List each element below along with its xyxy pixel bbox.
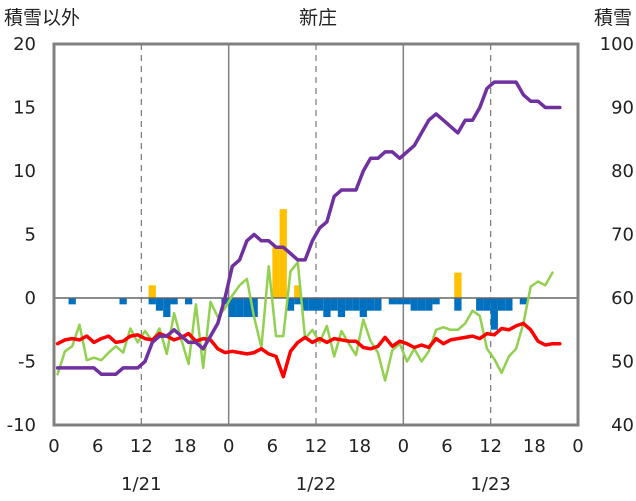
x-tick-label: 6 [267,436,278,457]
depth_change-bar [119,298,127,305]
snowfall-bar [294,285,302,298]
depth_change-bar [308,298,316,311]
depth_change-bar [432,298,440,305]
right-tick-label: 40 [611,415,634,436]
left-axis-ticks: -10 -5 0 5 10 15 20 [7,34,36,436]
left-tick-label: -10 [7,415,36,436]
x-tick-label: 12 [305,436,328,457]
left-axis-label: 積雪以外 [4,7,80,29]
depth_change-bar [345,298,353,311]
depth_change-bar [148,298,156,305]
depth_change-bar [425,298,433,311]
x-tick-label: 6 [92,436,103,457]
x-tick-label: 0 [572,436,583,457]
date-labels: 1/21 1/22 1/23 [121,474,511,495]
depth_change-bar [170,298,178,305]
plot-frame [52,42,580,427]
depth_change-bar [497,298,506,311]
line-series [55,80,562,382]
snow_depth-line [55,80,562,376]
left-tick-label: 20 [13,34,36,55]
depth_change-bar [323,298,331,318]
date-label: 1/21 [121,474,161,495]
left-tick-label: 5 [25,225,36,246]
depth_change-bar [316,298,324,311]
depth_change-bar [352,298,360,311]
depth_change-bar [163,298,171,318]
depth_change-bar [388,298,397,305]
depth_change-bar [185,298,193,305]
depth_change-bar [476,298,484,311]
right-tick-label: 70 [611,225,634,246]
left-tick-label: -5 [18,352,36,373]
depth_change-bar [250,298,258,318]
depth_change-bar [410,298,418,311]
snowfall-bar [454,272,462,298]
x-tick-label: 18 [174,436,197,457]
x-tick-label: 6 [441,436,452,457]
snowfall-bar [279,209,287,298]
chart-title: 新庄 [299,7,337,29]
x-tick-label: 0 [48,436,59,457]
depth_change-bar [330,298,338,311]
depth_change-bar [505,298,513,311]
x-tick-label: 12 [130,436,153,457]
date-label: 1/23 [470,474,510,495]
depth_change-bar [454,298,462,311]
right-tick-label: 90 [611,98,634,119]
right-tick-label: 100 [600,34,634,55]
depth_change-bar [286,298,295,311]
snowfall-bar [148,285,156,298]
x-tick-label: 18 [348,436,371,457]
x-tick-label: 0 [398,436,409,457]
right-tick-label: 80 [611,161,634,182]
depth_change-bar [403,298,411,305]
depth_change-bar [490,298,498,330]
temperature-line [55,321,562,379]
depth_change-bar [301,298,309,311]
right-tick-label: 50 [611,352,634,373]
right-axis-label: 積雪 [594,7,632,29]
x-tick-label: 12 [479,436,502,457]
right-tick-label: 60 [611,288,634,309]
depth_change-bar [396,298,404,305]
right-axis-ticks: 40 50 60 70 80 90 100 [600,34,634,436]
left-tick-label: 0 [25,288,36,309]
depth_change-bar [483,298,491,311]
depth_change-bar [417,298,426,311]
left-tick-label: 15 [13,98,36,119]
x-tick-label: 18 [523,436,546,457]
date-label: 1/22 [296,474,336,495]
depth_change-bar [337,298,346,318]
depth_change-bar [519,298,528,305]
depth_change-bar [68,298,76,305]
depth_change-bar [374,298,382,311]
depth_change-bar [243,298,251,318]
x-tick-label: 0 [223,436,234,457]
x-axis-ticks: 0 6 12 18 0 6 12 18 0 6 12 18 0 [48,436,583,457]
depth_change-bar [359,298,367,318]
depth_change-bar [294,298,302,305]
depth_change-bar [228,298,236,318]
left-tick-label: 10 [13,161,36,182]
depth_change-bar [155,298,164,311]
depth_change-bar [366,298,375,311]
snowfall-bar [272,247,280,298]
depth_change-bar [235,298,244,318]
